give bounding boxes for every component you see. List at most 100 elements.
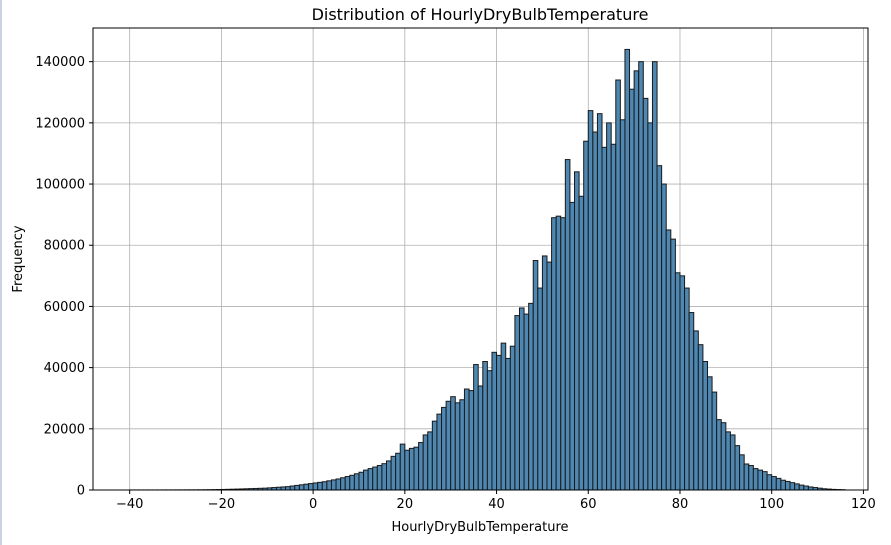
y-axis-ticks: 0 20000 40000 60000 80000 100000 120000 140000 [35, 55, 93, 499]
histogram-bar [651, 61, 658, 491]
x-tick-label: 80 [672, 497, 689, 512]
histogram-bar [477, 385, 484, 491]
histogram-bar [385, 460, 392, 491]
histogram-bars [129, 48, 846, 491]
histogram-bar [569, 201, 576, 491]
histogram-bar [601, 146, 608, 491]
histogram-bar [441, 406, 447, 491]
histogram-bar [803, 485, 809, 491]
histogram-bar [294, 484, 300, 491]
histogram-bar [381, 463, 387, 491]
histogram-bar [610, 143, 617, 491]
histogram-bar [725, 431, 731, 491]
y-tick-label: 80000 [44, 239, 85, 254]
histogram-bar [762, 471, 768, 491]
histogram-bar [308, 483, 314, 491]
histogram-bar [514, 315, 520, 491]
window-left-edge [0, 0, 2, 545]
histogram-bar [615, 79, 621, 491]
histogram-bar [670, 238, 676, 491]
y-axis-label: Frequency [11, 225, 26, 292]
histogram-bar [619, 119, 626, 491]
histogram-bar [422, 434, 429, 491]
histogram-bar [564, 159, 571, 491]
histogram-bar [560, 217, 566, 491]
y-tick-label: 140000 [35, 55, 85, 70]
histogram-bar [743, 463, 750, 491]
histogram-bar [459, 399, 465, 491]
y-tick-label: 120000 [35, 116, 85, 131]
histogram-bar [702, 360, 708, 491]
histogram-bar [583, 140, 589, 491]
histogram-bar [303, 483, 310, 491]
histogram-bar [674, 272, 681, 491]
histogram-bar [518, 307, 525, 491]
histogram-bar [541, 255, 548, 491]
histogram-bar [285, 486, 291, 491]
histogram-bar [486, 370, 493, 491]
histogram-bar [404, 449, 410, 491]
histogram-bar [739, 454, 745, 491]
histogram-bar [734, 445, 741, 491]
x-tick-label: 40 [488, 497, 505, 512]
histogram-bar [326, 480, 332, 491]
histogram-bar [353, 473, 360, 491]
histogram-bar [679, 275, 686, 491]
histogram-bar [523, 313, 530, 491]
histogram-bar [344, 476, 351, 491]
x-axis-ticks: −40 −20 0 20 40 60 80 100 120 [116, 490, 876, 512]
histogram-bar [445, 400, 452, 491]
histogram-bar [684, 287, 690, 491]
histogram-bar [427, 431, 433, 491]
histogram-bar [468, 390, 475, 491]
histogram-bar [716, 419, 722, 491]
histogram-bar [537, 287, 543, 491]
histogram-bar [363, 469, 369, 491]
histogram-bar [665, 229, 672, 491]
histogram-bar [629, 88, 635, 491]
plot-frame [92, 27, 869, 491]
histogram-bar [463, 388, 470, 491]
x-tick-label: −40 [116, 497, 143, 512]
histogram-bar [748, 465, 754, 491]
histogram-bar [642, 97, 649, 491]
y-tick-label: 0 [77, 484, 85, 499]
histogram-bar [587, 110, 594, 491]
histogram-bar [784, 480, 791, 491]
x-tick-label: 0 [309, 497, 317, 512]
histogram-bar [532, 260, 539, 491]
histogram-bar [775, 477, 782, 491]
histogram-bar [638, 61, 644, 491]
histogram-bar [431, 420, 438, 491]
histogram-bar [317, 481, 323, 491]
histogram-bar [289, 485, 296, 491]
histogram-bar [624, 48, 631, 491]
histogram-bar [505, 357, 511, 491]
chart-title: Distribution of HourlyDryBulbTemperature [312, 5, 649, 24]
histogram-bar [500, 342, 507, 491]
histogram-bar [335, 478, 342, 491]
histogram-bar [596, 113, 603, 491]
histogram-bar [399, 443, 406, 491]
histogram-bar [312, 482, 319, 491]
histogram-bar [551, 217, 557, 491]
histogram-bar [473, 364, 479, 491]
histogram-bar [528, 302, 534, 491]
x-tick-label: 20 [397, 497, 414, 512]
histogram-bar [574, 171, 580, 491]
x-axis-label: HourlyDryBulbTemperature [391, 520, 568, 535]
histogram-bar [436, 413, 443, 491]
histogram-bar [454, 402, 461, 491]
histogram-bar [757, 469, 764, 491]
histogram-bar [390, 455, 397, 491]
histogram-bar [321, 481, 328, 491]
histogram-bar [555, 215, 562, 491]
histogram-bar [661, 183, 667, 491]
x-tick-label: −20 [208, 497, 235, 512]
histogram-bar [798, 484, 805, 491]
x-tick-label: 60 [580, 497, 597, 512]
histogram-bar [413, 446, 420, 491]
histogram-bar [358, 471, 365, 491]
y-tick-label: 20000 [44, 422, 85, 437]
